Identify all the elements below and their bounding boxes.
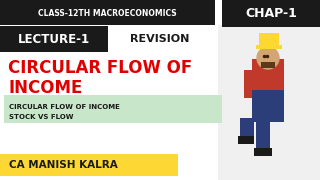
- Text: CHAP-1: CHAP-1: [245, 6, 297, 19]
- Text: CIRCULAR FLOW OF: CIRCULAR FLOW OF: [8, 59, 192, 77]
- Text: CIRCULAR FLOW OF INCOME: CIRCULAR FLOW OF INCOME: [9, 104, 120, 110]
- Bar: [259, 33, 279, 45]
- Bar: [238, 136, 254, 144]
- Bar: [252, 59, 284, 92]
- Circle shape: [257, 47, 279, 69]
- Text: CA MANISH KALRA: CA MANISH KALRA: [9, 160, 118, 170]
- Text: REVISION: REVISION: [130, 34, 190, 44]
- Bar: [261, 62, 275, 68]
- Bar: [256, 120, 270, 150]
- Bar: [222, 0, 320, 27]
- Text: LECTURE-1: LECTURE-1: [18, 33, 90, 46]
- Bar: [0, 154, 178, 176]
- Text: CLASS-12TH MACROECONOMICS: CLASS-12TH MACROECONOMICS: [38, 8, 176, 17]
- Text: STOCK VS FLOW: STOCK VS FLOW: [9, 114, 74, 120]
- Bar: [0, 26, 108, 52]
- Bar: [240, 118, 254, 138]
- Text: INCOME: INCOME: [8, 79, 82, 97]
- Bar: [0, 0, 215, 25]
- Bar: [218, 25, 320, 180]
- Bar: [254, 148, 272, 156]
- Bar: [256, 45, 282, 49]
- Bar: [4, 95, 222, 123]
- Bar: [244, 70, 254, 98]
- Bar: [252, 90, 284, 122]
